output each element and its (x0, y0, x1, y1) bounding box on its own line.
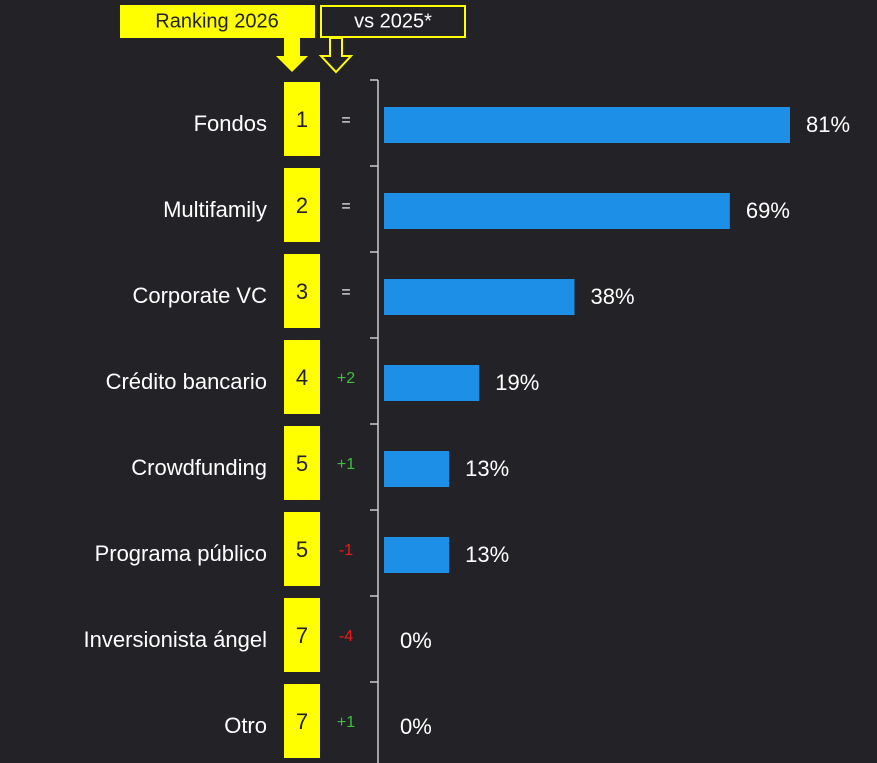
value-label: 13% (465, 456, 509, 481)
category-label: Fondos (194, 111, 267, 136)
change-header: vs 2025* (354, 10, 432, 32)
bar (384, 537, 450, 573)
rank-header: Ranking 2026 (155, 10, 278, 32)
category-label: Crowdfunding (131, 455, 267, 480)
rank: 7 (296, 623, 308, 648)
value-label: 81% (806, 112, 850, 137)
rank: 5 (296, 451, 308, 476)
change-arrow (318, 37, 354, 74)
category-label: Programa público (95, 541, 267, 566)
category-label: Crédito bancario (106, 369, 267, 394)
bar (384, 365, 480, 401)
rank: 5 (296, 537, 308, 562)
rank-change: = (341, 198, 350, 215)
rank-change: = (341, 284, 350, 301)
rank-arrow (276, 38, 308, 72)
bar (384, 279, 575, 315)
value-label: 13% (465, 542, 509, 567)
rank-header-box (120, 5, 315, 38)
rank: 2 (296, 193, 308, 218)
value-label: 19% (495, 370, 539, 395)
value-label: 69% (746, 198, 790, 223)
rank: 4 (296, 365, 308, 390)
category-label: Multifamily (163, 197, 267, 222)
rank-box (284, 598, 320, 672)
category-label: Otro (224, 713, 267, 738)
category-label: Inversionista ángel (84, 627, 267, 652)
rank-change: +1 (337, 456, 355, 473)
rank-box (284, 512, 320, 586)
rank-change: -4 (339, 628, 353, 645)
rank-box (284, 684, 320, 758)
rank-box (284, 82, 320, 156)
value-label: 0% (400, 628, 432, 653)
rank-change: = (341, 112, 350, 129)
rank-box (284, 254, 320, 328)
rank-box (284, 168, 320, 242)
bar (384, 451, 450, 487)
rank-change: -1 (339, 542, 353, 559)
rank-change: +2 (337, 370, 355, 387)
bar (384, 193, 730, 229)
value-label: 0% (400, 714, 432, 739)
change-header-box (320, 5, 466, 38)
category-label: Corporate VC (132, 283, 267, 308)
rank: 1 (296, 107, 308, 132)
bar (384, 107, 790, 143)
rank: 3 (296, 279, 308, 304)
value-label: 38% (590, 284, 634, 309)
rank-change: +1 (337, 714, 355, 731)
rank-box (284, 426, 320, 500)
rank-box (284, 340, 320, 414)
rank: 7 (296, 709, 308, 734)
